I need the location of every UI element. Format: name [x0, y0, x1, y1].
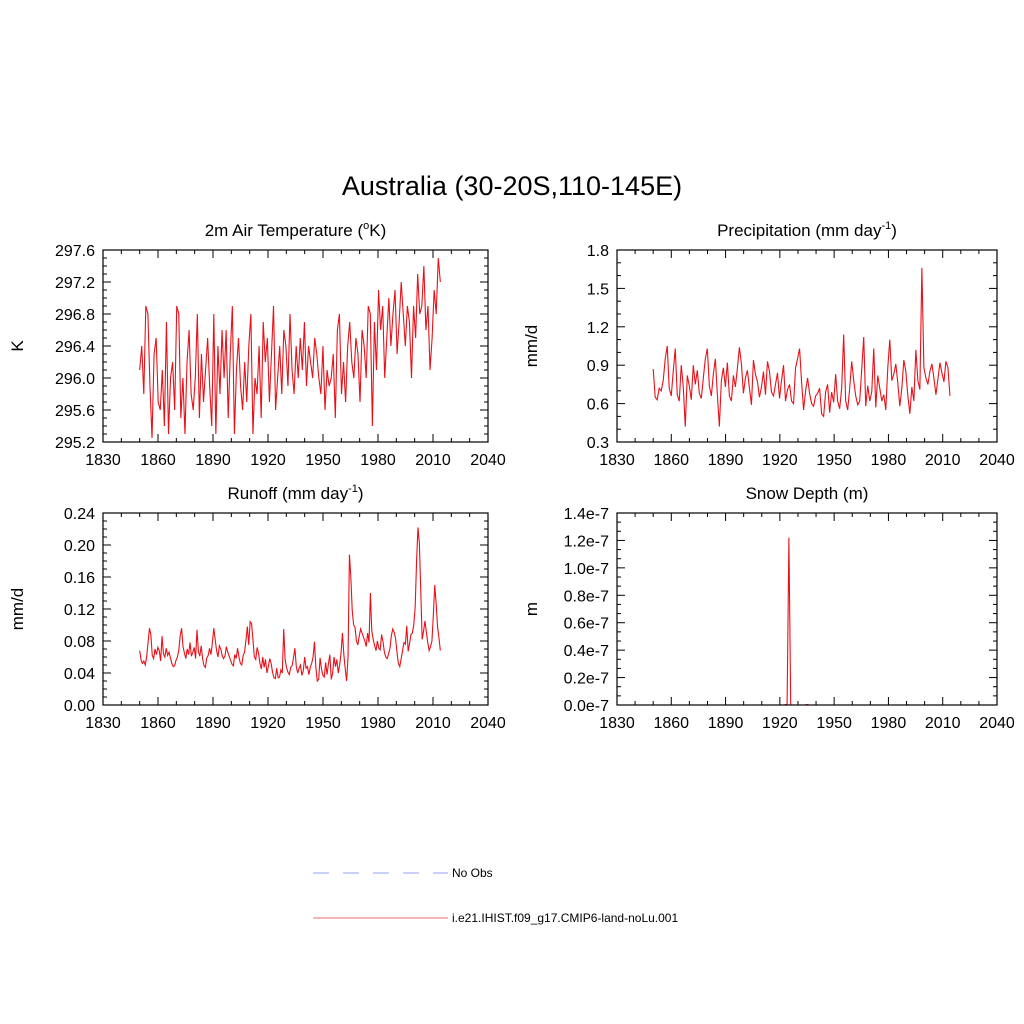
x-tick-label: 1920 — [762, 452, 798, 469]
x-tick-label: 1860 — [653, 452, 689, 469]
panel-title-superscript: -1 — [348, 483, 358, 495]
figure-title: Australia (30-20S,110-145E) — [341, 171, 683, 201]
x-tick-label: 1920 — [250, 452, 286, 469]
x-tick-label: 1860 — [653, 715, 689, 732]
series-line — [139, 257, 441, 439]
panel-title-suffix: ) — [358, 484, 364, 503]
plot-frame — [616, 249, 998, 443]
y-tick-label: 0.0e-7 — [564, 698, 609, 715]
x-tick-label: 1920 — [250, 715, 286, 732]
panel-title-text: Runoff (mm day — [227, 484, 348, 503]
x-tick-label: 1980 — [360, 715, 396, 732]
panel-snow-depth: Snow Depth (m) m 1830 1860 1890 1920 1950 1980 2… — [522, 484, 1015, 732]
y-tick-label: 295.6 — [55, 403, 95, 420]
x-tick-label: 2010 — [925, 715, 961, 732]
y-tick-label: 296.4 — [55, 339, 95, 356]
panel-title-superscript: -1 — [881, 220, 891, 232]
plot-frame — [616, 512, 998, 706]
y-tick-label: 0.8e-7 — [564, 588, 609, 605]
y-tick-label: 0.12 — [64, 602, 95, 619]
panel-precipitation: Precipitation (mm day-1) mm/d 1830 1860 1890… — [522, 220, 1015, 469]
y-tick-label: 1.4e-7 — [564, 506, 609, 523]
y-tick-label: 0.9 — [587, 358, 609, 375]
panel-temperature: 2m Air Temperature (oK) K 1830 1860 1890 1920… — [8, 220, 506, 469]
legend-item-no-obs: No Obs — [313, 866, 493, 880]
panel-title-text: 2m Air Temperature ( — [205, 221, 364, 240]
panel-title: Snow Depth (m) — [746, 484, 869, 503]
y-tick-label: 0.16 — [64, 570, 95, 587]
y-tick-label: 0.24 — [64, 506, 95, 523]
x-tick-label: 1980 — [871, 452, 907, 469]
panel-title: 2m Air Temperature (oK) — [205, 220, 387, 240]
series-line — [653, 537, 950, 705]
panel-title: Precipitation (mm day-1) — [717, 220, 897, 240]
panel-title-suffix: ) — [891, 221, 897, 240]
x-tick-label: 1950 — [816, 452, 852, 469]
y-axis-label: mm/d — [522, 325, 541, 368]
legend: No Obs i.e21.IHIST.f09_g17.CMIP6-land-noL… — [313, 866, 678, 925]
series-line — [652, 267, 951, 427]
y-tick-label: 297.2 — [55, 275, 95, 292]
x-tick-label: 1830 — [599, 452, 635, 469]
y-tick-label: 1.5 — [587, 281, 609, 298]
y-tick-label: 297.6 — [55, 243, 95, 260]
y-tick-label: 0.00 — [64, 698, 95, 715]
y-tick-label: 1.2e-7 — [564, 533, 609, 550]
plot-frame — [102, 512, 489, 706]
y-tick-label: 0.3 — [587, 435, 609, 452]
x-tick-label: 1890 — [195, 452, 231, 469]
panel-runoff: Runoff (mm day-1) mm/d 1830 1860 1890 1920 195… — [8, 483, 506, 732]
legend-label: No Obs — [452, 866, 493, 880]
panel-title: Runoff (mm day-1) — [227, 483, 363, 503]
y-tick-label: 1.8 — [587, 243, 609, 260]
x-tick-label: 2010 — [415, 715, 451, 732]
x-tick-label: 2040 — [470, 715, 506, 732]
panel-title-suffix: K) — [369, 221, 386, 240]
y-tick-label: 0.4e-7 — [564, 643, 609, 660]
x-tick-label: 2040 — [979, 452, 1015, 469]
y-tick-label: 0.6 — [587, 397, 609, 414]
x-tick-label: 2010 — [925, 452, 961, 469]
x-tick-label: 1980 — [360, 452, 396, 469]
y-tick-label: 1.2 — [587, 320, 609, 337]
y-tick-label: 295.2 — [55, 435, 95, 452]
x-tick-label: 2040 — [979, 715, 1015, 732]
y-tick-label: 1.0e-7 — [564, 561, 609, 578]
series-line — [139, 527, 441, 683]
x-tick-label: 1830 — [85, 452, 121, 469]
x-tick-label: 1980 — [871, 715, 907, 732]
x-tick-label: 1890 — [195, 715, 231, 732]
y-tick-label: 296.8 — [55, 307, 95, 324]
x-tick-label: 2040 — [470, 452, 506, 469]
y-tick-label: 0.2e-7 — [564, 671, 609, 688]
legend-label: i.e21.IHIST.f09_g17.CMIP6-land-noLu.001 — [452, 911, 678, 925]
x-tick-label: 1860 — [140, 715, 176, 732]
panel-title-text: Snow Depth (m) — [746, 484, 869, 503]
y-tick-label: 0.6e-7 — [564, 616, 609, 633]
x-tick-label: 1950 — [816, 715, 852, 732]
y-tick-label: 0.20 — [64, 538, 95, 555]
x-tick-label: 1950 — [305, 715, 341, 732]
panel-title-text: Precipitation (mm day — [717, 221, 882, 240]
y-axis-label: K — [8, 340, 27, 352]
x-tick-label: 1860 — [140, 452, 176, 469]
x-tick-label: 1830 — [85, 715, 121, 732]
x-tick-label: 1890 — [708, 715, 744, 732]
y-axis-label: m — [522, 602, 541, 616]
x-tick-label: 2010 — [415, 452, 451, 469]
x-tick-label: 1950 — [305, 452, 341, 469]
x-tick-label: 1830 — [599, 715, 635, 732]
y-axis-label: mm/d — [8, 588, 27, 631]
y-tick-label: 0.04 — [64, 666, 95, 683]
y-tick-label: 0.08 — [64, 634, 95, 651]
plot-frame — [102, 249, 489, 443]
y-tick-label: 296.0 — [55, 371, 95, 388]
x-tick-label: 1890 — [708, 452, 744, 469]
legend-item-model: i.e21.IHIST.f09_g17.CMIP6-land-noLu.001 — [313, 911, 678, 925]
x-tick-label: 1920 — [762, 715, 798, 732]
panel-title-superscript: o — [363, 220, 369, 232]
